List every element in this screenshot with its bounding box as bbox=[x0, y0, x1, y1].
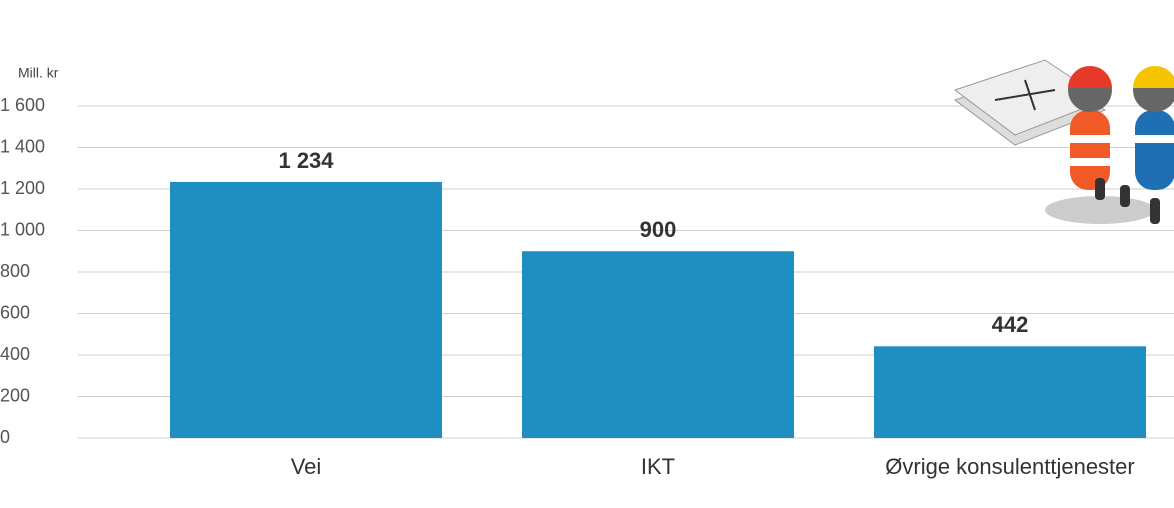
value-label: 442 bbox=[992, 312, 1029, 337]
x-tick-label: IKT bbox=[640, 454, 676, 479]
y-axis-label: Mill. kr bbox=[18, 65, 59, 81]
y-tick-label: 1 000 bbox=[0, 219, 45, 239]
y-tick-label: 600 bbox=[0, 302, 30, 322]
y-tick-label: 400 bbox=[0, 344, 30, 364]
value-label: 900 bbox=[640, 217, 677, 242]
bar bbox=[874, 346, 1146, 438]
x-tick-label: Vei bbox=[290, 454, 322, 479]
value-label: 1 234 bbox=[278, 148, 334, 173]
y-tick-label: 200 bbox=[0, 385, 30, 405]
y-tick-label: 1 400 bbox=[0, 136, 45, 156]
bar bbox=[522, 251, 794, 438]
x-tick-label: Øvrige konsulenttjenester bbox=[885, 454, 1135, 479]
y-tick-label: 0 bbox=[0, 427, 10, 447]
y-tick-label: 1 200 bbox=[0, 178, 45, 198]
y-tick-label: 1 600 bbox=[0, 95, 45, 115]
bar bbox=[170, 181, 442, 438]
y-tick-label: 800 bbox=[0, 261, 30, 281]
illustration bbox=[953, 59, 1174, 224]
